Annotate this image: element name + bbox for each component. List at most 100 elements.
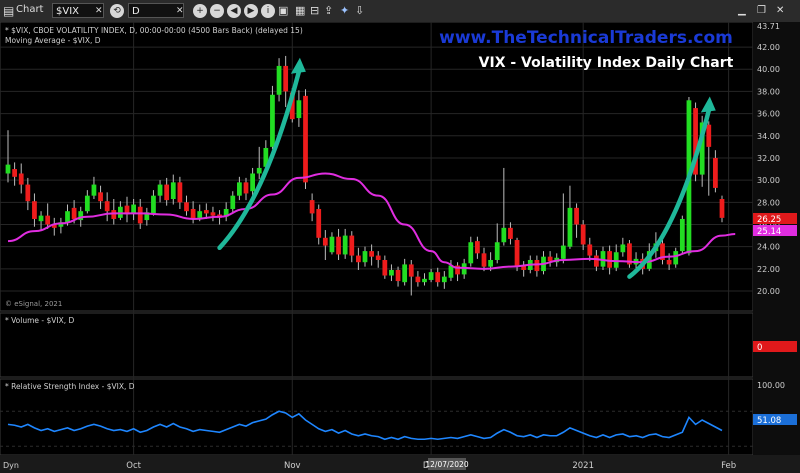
- candle-body: [395, 269, 401, 282]
- forward-icon[interactable]: ▶: [244, 4, 258, 18]
- candle: [164, 177, 170, 206]
- candle-body: [428, 272, 434, 280]
- candle: [402, 258, 408, 286]
- chart-title: VIX - Volatility Index Daily Chart: [479, 55, 734, 71]
- candle-body: [32, 201, 37, 219]
- candle: [38, 211, 44, 232]
- window-restore-icon[interactable]: ❐: [757, 5, 766, 16]
- candle: [620, 237, 626, 257]
- candle-body: [356, 255, 361, 263]
- candle-body: [197, 211, 203, 218]
- watermark-url: www.TheTechnicalTraders.com: [439, 28, 733, 48]
- candle: [375, 251, 381, 268]
- candle-body: [18, 173, 24, 185]
- candle: [560, 193, 566, 264]
- candle-body: [131, 204, 136, 214]
- back-icon[interactable]: ◀: [227, 4, 241, 18]
- candle: [210, 206, 216, 222]
- candle: [395, 266, 401, 287]
- candle: [435, 267, 441, 287]
- candle: [382, 255, 388, 279]
- candle-body: [620, 244, 626, 253]
- candle: [441, 271, 447, 289]
- candle-body: [580, 224, 586, 245]
- price-tick-label: 32.00: [757, 154, 780, 163]
- candle: [296, 90, 302, 127]
- zoom-out-icon[interactable]: −: [210, 4, 224, 18]
- candle: [170, 174, 176, 205]
- candle-body: [408, 264, 414, 277]
- candle-body: [574, 207, 579, 225]
- arrow-head: [700, 96, 716, 113]
- candle-body: [435, 272, 441, 283]
- window-minimize-icon[interactable]: ▁: [738, 5, 746, 16]
- candle-body: [263, 147, 269, 167]
- candle: [151, 190, 156, 216]
- candle-body: [455, 265, 460, 275]
- zoom-in-icon[interactable]: +: [193, 4, 207, 18]
- candle-body: [501, 227, 507, 243]
- volume-pane-header: * Volume - $VIX, D: [5, 316, 75, 325]
- candle: [508, 222, 513, 245]
- candle-body: [660, 243, 665, 260]
- candle: [283, 55, 289, 107]
- bookmark-icon[interactable]: ⊟: [310, 4, 320, 17]
- chart-menu-icon[interactable]: ▤: [3, 4, 15, 18]
- interval-clear-icon[interactable]: ✕: [176, 6, 184, 16]
- candle-body: [587, 244, 593, 256]
- candle-body: [71, 207, 77, 219]
- candle: [428, 268, 434, 283]
- candle-body: [164, 184, 170, 201]
- candle-body: [190, 208, 196, 219]
- candle: [448, 259, 454, 282]
- arrow-shaft: [627, 108, 712, 279]
- candle-body: [210, 212, 216, 216]
- cursor-date-box: [428, 458, 466, 470]
- interval-input[interactable]: D: [128, 3, 184, 18]
- candle-body: [607, 251, 612, 268]
- rsi-value-tag: [753, 414, 797, 425]
- candle: [415, 271, 421, 287]
- grid-icon[interactable]: ▦: [295, 4, 306, 17]
- candle-body: [25, 184, 31, 202]
- candle: [706, 121, 712, 196]
- candle: [223, 202, 229, 222]
- candle: [5, 130, 11, 183]
- symbol-input[interactable]: $VIX: [52, 3, 104, 18]
- chart-canvas: 20.0022.0024.0026.0028.0030.0032.0034.00…: [0, 22, 800, 473]
- price-tick-label: 36.00: [757, 110, 780, 119]
- candle-body: [12, 169, 17, 177]
- candle: [369, 244, 374, 266]
- candle: [111, 198, 117, 225]
- candle-body: [303, 95, 308, 183]
- twitter-icon[interactable]: ✦: [340, 4, 350, 17]
- dyn-label[interactable]: Dyn: [3, 461, 19, 470]
- price-pane-header: * $VIX, CBOE VOLATILITY INDEX, D, 00:00-…: [5, 26, 303, 35]
- candle-body: [170, 182, 176, 199]
- candle: [131, 198, 136, 221]
- candle: [627, 240, 632, 268]
- share-icon[interactable]: ⇪: [324, 4, 334, 17]
- candle-body: [296, 100, 302, 119]
- candle: [32, 193, 37, 227]
- price-tick-label: 24.00: [757, 243, 780, 252]
- candle-body: [104, 201, 110, 212]
- candle: [336, 228, 341, 260]
- rsi-axis-100-label: 100.00: [757, 381, 785, 390]
- info-icon[interactable]: i: [261, 4, 275, 18]
- candle: [118, 201, 123, 221]
- candle-body: [329, 236, 335, 253]
- symbol-clear-icon[interactable]: ✕: [95, 6, 103, 16]
- candle-body: [270, 94, 275, 147]
- candle: [45, 203, 51, 229]
- candle: [600, 246, 606, 270]
- candle-body: [322, 237, 328, 246]
- link-icon[interactable]: ⟲: [110, 4, 124, 18]
- export-icon[interactable]: ⇩: [355, 4, 365, 17]
- candle-body: [475, 241, 480, 254]
- window-close-icon[interactable]: ✕: [776, 5, 785, 16]
- candle-body: [349, 235, 355, 256]
- camera-icon[interactable]: ▣: [278, 4, 289, 17]
- candle: [481, 247, 487, 272]
- candle-body: [481, 253, 487, 267]
